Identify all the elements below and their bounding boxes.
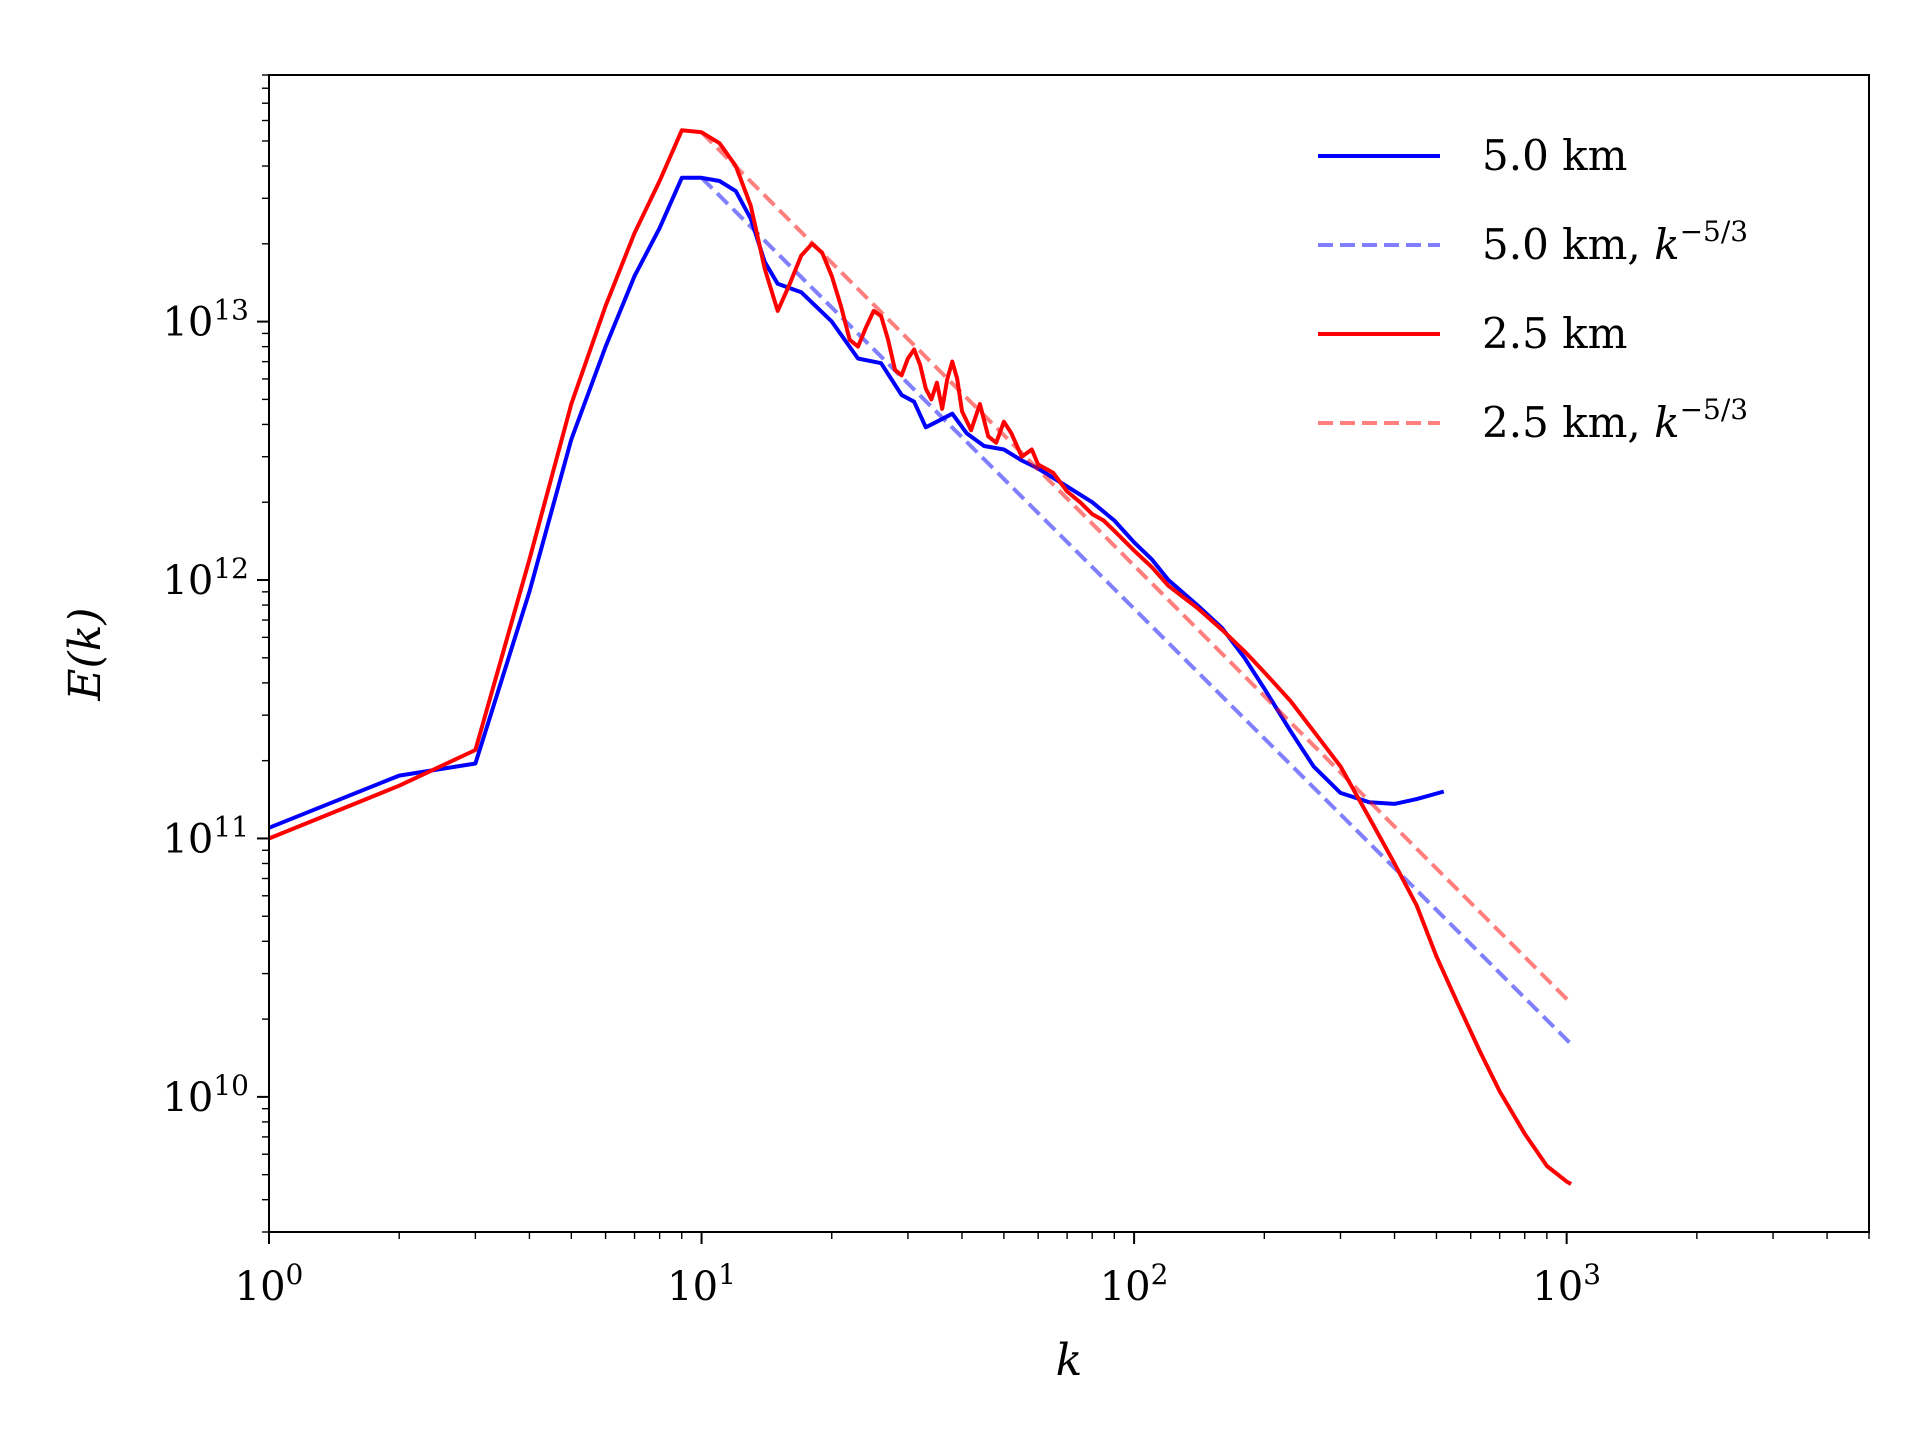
x-tick-label: 102 <box>1100 1258 1169 1310</box>
legend-label-text: 2.5 km <box>1482 309 1627 358</box>
y-tick-label-base: 10 <box>162 816 213 862</box>
legend-label-1: 5.0 km <box>1482 131 1627 180</box>
y-tick-label-exponent: 11 <box>213 810 249 843</box>
legend-label-3: 2.5 km <box>1482 309 1627 358</box>
y-tick-label-base: 10 <box>162 300 213 346</box>
x-tick-label-exponent: 3 <box>1583 1258 1601 1291</box>
y-tick-label-base: 10 <box>162 1075 213 1121</box>
x-tick-label-base: 10 <box>1532 1264 1583 1310</box>
legend-label-text: 5.0 km, <box>1482 220 1654 269</box>
series-layer <box>268 128 1573 1186</box>
x-tick-label: 100 <box>235 1258 304 1310</box>
series-line-4 <box>700 130 1573 1005</box>
x-tick-label-exponent: 1 <box>718 1258 736 1291</box>
plot-frame <box>268 74 1870 1233</box>
y-tick-label: 1013 <box>162 294 249 346</box>
legend-label-exponent: −5/3 <box>1680 215 1749 248</box>
x-tick-label: 103 <box>1532 1258 1601 1310</box>
x-tick-label-base: 10 <box>235 1264 286 1310</box>
y-tick-label: 1012 <box>162 552 249 604</box>
y-axis-label: E(k) <box>60 607 111 701</box>
legend-label-math: k <box>1654 220 1679 269</box>
legend-label-math: k <box>1654 398 1679 447</box>
y-tick-label-exponent: 10 <box>213 1069 249 1102</box>
series-line-3 <box>268 128 1573 1186</box>
legend: 5.0 km5.0 km, k−5/32.5 km2.5 km, k−5/3 <box>1318 131 1748 447</box>
legend-label-4: 2.5 km, k−5/3 <box>1482 393 1748 447</box>
x-tick-label: 101 <box>667 1258 736 1310</box>
legend-label-text: 5.0 km <box>1482 131 1627 180</box>
y-tick-label-exponent: 13 <box>213 294 249 327</box>
y-tick-label: 1011 <box>162 810 249 862</box>
legend-label-2: 5.0 km, k−5/3 <box>1482 215 1748 269</box>
x-axis-label: k <box>1056 1335 1083 1386</box>
legend-label-exponent: −5/3 <box>1680 393 1749 426</box>
x-tick-label-exponent: 2 <box>1151 1258 1169 1291</box>
y-tick-label-base: 10 <box>162 558 213 604</box>
x-tick-label-base: 10 <box>667 1264 718 1310</box>
x-tick-label-exponent: 0 <box>286 1258 304 1291</box>
x-tick-label-base: 10 <box>1100 1264 1151 1310</box>
y-tick-label: 1010 <box>162 1069 249 1121</box>
y-tick-label-exponent: 12 <box>213 552 249 585</box>
legend-label-text: 2.5 km, <box>1482 398 1654 447</box>
